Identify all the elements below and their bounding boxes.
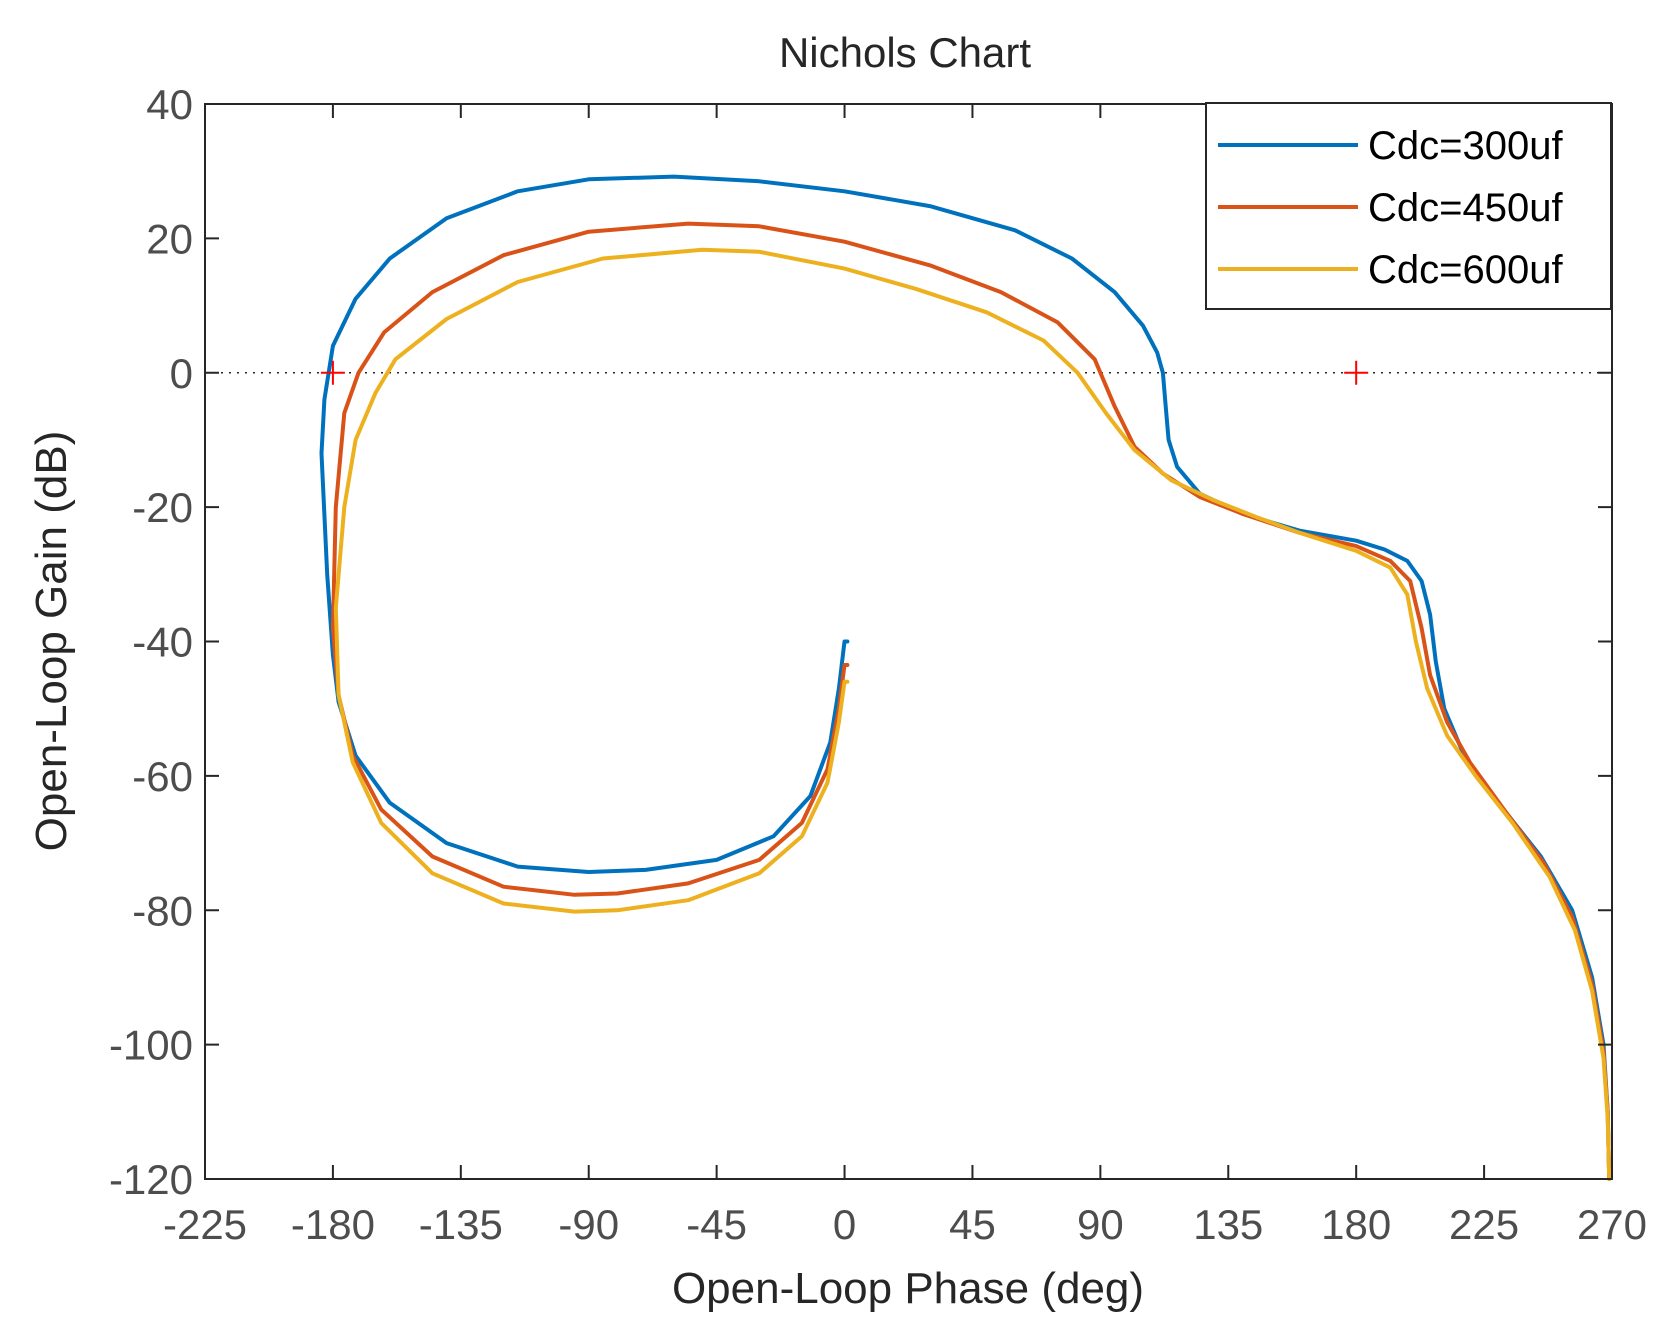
x-tick-layer: -225 -180 -135 -90 -45 0 45 90 135 180 225 270: [163, 104, 1647, 1248]
x-tick-label: 135: [1193, 1201, 1263, 1248]
x-tick-label: -45: [686, 1201, 747, 1248]
y-tick-label: -100: [109, 1022, 193, 1069]
chart-title: Nichols Chart: [779, 29, 1031, 76]
x-tick-label: 0: [833, 1201, 856, 1248]
x-tick-label: -135: [419, 1201, 503, 1248]
x-tick-label: 45: [949, 1201, 996, 1248]
legend-entries: Cdc=300uf Cdc=450uf Cdc=600uf: [1218, 124, 1563, 292]
x-tick-label: -90: [558, 1201, 619, 1248]
x-axis-title: Open-Loop Phase (deg): [672, 1264, 1144, 1313]
x-tick-label: 225: [1449, 1201, 1519, 1248]
x-tick-label: 270: [1577, 1201, 1647, 1248]
y-tick-label: 0: [170, 350, 193, 397]
series-line-2: [330, 221, 1612, 1181]
critical-point-marker-1: [320, 360, 345, 385]
legend-entry-2: Cdc=450uf: [1218, 186, 1563, 230]
y-tick-label: 20: [146, 215, 193, 262]
y-tick-layer: 40 20 0 -20 -40 -60 -80 -100 -120: [109, 81, 1612, 1203]
y-tick-label: -120: [109, 1156, 193, 1203]
y-axis-title: Open-Loop Gain (dB): [27, 431, 76, 852]
y-tick-label: -40: [132, 619, 193, 666]
legend-label: Cdc=450uf: [1368, 186, 1563, 230]
series-layer: [319, 174, 1612, 1181]
y-tick-label: 40: [146, 81, 193, 128]
y-tick-label: -60: [132, 753, 193, 800]
y-tick-label: -80: [132, 887, 193, 934]
series-line-1: [319, 174, 1612, 1181]
legend-entry-1: Cdc=300uf: [1218, 124, 1563, 168]
series-line-3: [333, 247, 1612, 1181]
legend-label: Cdc=600uf: [1368, 248, 1563, 292]
x-tick-label: 180: [1321, 1201, 1391, 1248]
x-tick-label: 90: [1077, 1201, 1124, 1248]
x-tick-label: -225: [163, 1201, 247, 1248]
critical-point-marker-2: [1344, 360, 1369, 385]
x-tick-label: -180: [291, 1201, 375, 1248]
y-tick-label: -20: [132, 484, 193, 531]
legend-label: Cdc=300uf: [1368, 124, 1563, 168]
critical-point-layer: [320, 360, 1369, 385]
legend-entry-3: Cdc=600uf: [1218, 248, 1563, 292]
legend: Cdc=300uf Cdc=450uf Cdc=600uf: [1205, 102, 1612, 310]
